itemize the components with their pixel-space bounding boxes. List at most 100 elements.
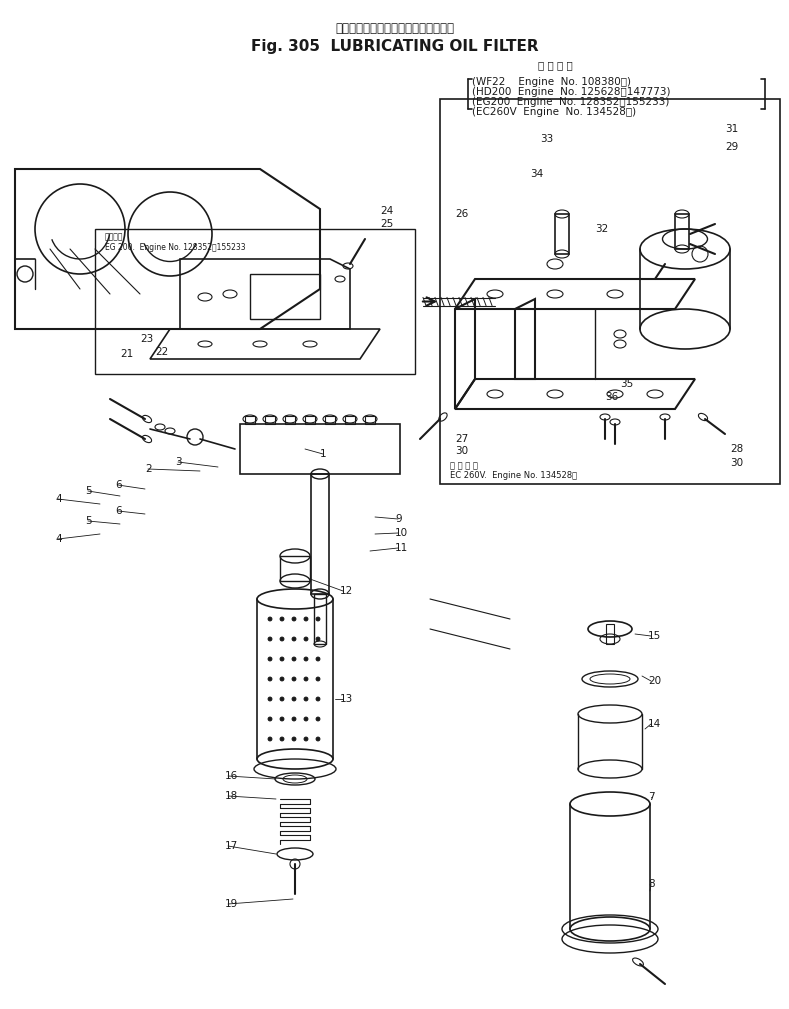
Text: 19: 19 [225, 899, 238, 909]
Bar [95, 229, 415, 374]
Bar [305, 416, 315, 424]
Text: 適 用 号 機: 適 用 号 機 [537, 60, 572, 70]
Text: 3: 3 [175, 457, 181, 467]
Text: 33: 33 [540, 134, 553, 144]
Text: 24: 24 [380, 206, 393, 216]
Circle shape [292, 616, 296, 621]
Circle shape [268, 737, 272, 741]
Circle shape [316, 657, 320, 661]
Text: 15: 15 [648, 631, 661, 641]
Circle shape [280, 657, 284, 661]
Circle shape [304, 637, 308, 641]
Text: 27: 27 [455, 434, 468, 444]
Text: 28: 28 [730, 444, 743, 454]
Text: (WF22    Engine  No. 108380～): (WF22 Engine No. 108380～) [472, 77, 631, 87]
Circle shape [292, 677, 296, 681]
Circle shape [280, 677, 284, 681]
Circle shape [304, 677, 308, 681]
Bar [280, 556, 310, 581]
Text: 7: 7 [648, 792, 655, 802]
Text: 17: 17 [225, 840, 238, 851]
Text: 4: 4 [55, 494, 62, 504]
Circle shape [268, 657, 272, 661]
Bar [606, 624, 614, 644]
Text: 34: 34 [530, 169, 544, 179]
Circle shape [304, 737, 308, 741]
Circle shape [292, 717, 296, 721]
Text: 14: 14 [648, 719, 661, 728]
Text: (EC260V  Engine  No. 134528～): (EC260V Engine No. 134528～) [472, 107, 636, 117]
Bar [345, 416, 355, 424]
Text: Fig. 305  LUBRICATING OIL FILTER: Fig. 305 LUBRICATING OIL FILTER [251, 38, 539, 53]
Text: 1: 1 [320, 449, 327, 459]
Text: 18: 18 [225, 791, 238, 801]
Text: (HD200  Engine  No. 125628～147773): (HD200 Engine No. 125628～147773) [472, 87, 671, 97]
Text: 23: 23 [140, 334, 153, 344]
Bar [285, 416, 295, 424]
Text: 11: 11 [395, 543, 408, 553]
Circle shape [268, 697, 272, 701]
Text: 29: 29 [725, 142, 739, 152]
Text: (EG200  Engine  No. 128352～155233): (EG200 Engine No. 128352～155233) [472, 97, 669, 107]
Circle shape [280, 737, 284, 741]
Text: 6: 6 [115, 480, 122, 490]
Text: 26: 26 [455, 209, 468, 219]
Circle shape [280, 717, 284, 721]
Circle shape [316, 637, 320, 641]
Text: 13: 13 [340, 694, 353, 704]
Text: 30: 30 [730, 458, 743, 468]
Bar [440, 99, 780, 484]
Text: 20: 20 [648, 676, 661, 686]
Text: 25: 25 [380, 219, 393, 229]
Circle shape [304, 697, 308, 701]
Circle shape [268, 677, 272, 681]
Text: 12: 12 [340, 586, 353, 596]
Text: 30: 30 [455, 446, 468, 456]
Circle shape [316, 677, 320, 681]
Text: 適 用 号 機: 適 用 号 機 [450, 461, 478, 470]
Circle shape [280, 697, 284, 701]
Text: 36: 36 [605, 393, 619, 402]
Text: 5: 5 [85, 516, 92, 526]
Circle shape [304, 717, 308, 721]
Circle shape [316, 697, 320, 701]
Circle shape [280, 637, 284, 641]
Bar [265, 416, 275, 424]
Circle shape [292, 737, 296, 741]
Text: 2: 2 [145, 464, 151, 474]
Bar [365, 416, 375, 424]
Text: 10: 10 [395, 528, 408, 538]
Text: 4: 4 [55, 534, 62, 544]
Text: 5: 5 [85, 486, 92, 496]
Bar [314, 594, 326, 644]
Text: 6: 6 [115, 506, 122, 516]
Circle shape [292, 697, 296, 701]
Bar [555, 214, 569, 254]
Text: ルーブリケーティングオイルフィルタ: ルーブリケーティングオイルフィルタ [335, 22, 454, 35]
Circle shape [316, 616, 320, 621]
Circle shape [304, 616, 308, 621]
Circle shape [268, 616, 272, 621]
Text: 32: 32 [595, 224, 608, 234]
Text: 16: 16 [225, 771, 238, 781]
Text: 22: 22 [155, 347, 168, 357]
Circle shape [280, 616, 284, 621]
Bar [245, 416, 255, 424]
Bar [675, 214, 689, 249]
Circle shape [304, 657, 308, 661]
Text: 9: 9 [395, 514, 402, 524]
Circle shape [316, 717, 320, 721]
Text: 21: 21 [120, 349, 133, 359]
Circle shape [292, 637, 296, 641]
Bar [311, 474, 329, 594]
Circle shape [316, 737, 320, 741]
Text: 8: 8 [648, 879, 655, 889]
Text: EG 200.  Engine No. 128352～155233: EG 200. Engine No. 128352～155233 [105, 242, 245, 251]
Text: EC 260V.  Engine No. 134528～: EC 260V. Engine No. 134528～ [450, 471, 577, 480]
Text: 適用号機: 適用号機 [105, 232, 124, 241]
Text: 35: 35 [620, 379, 634, 389]
Circle shape [292, 657, 296, 661]
Circle shape [268, 717, 272, 721]
Bar [325, 416, 335, 424]
Text: 31: 31 [725, 124, 739, 134]
